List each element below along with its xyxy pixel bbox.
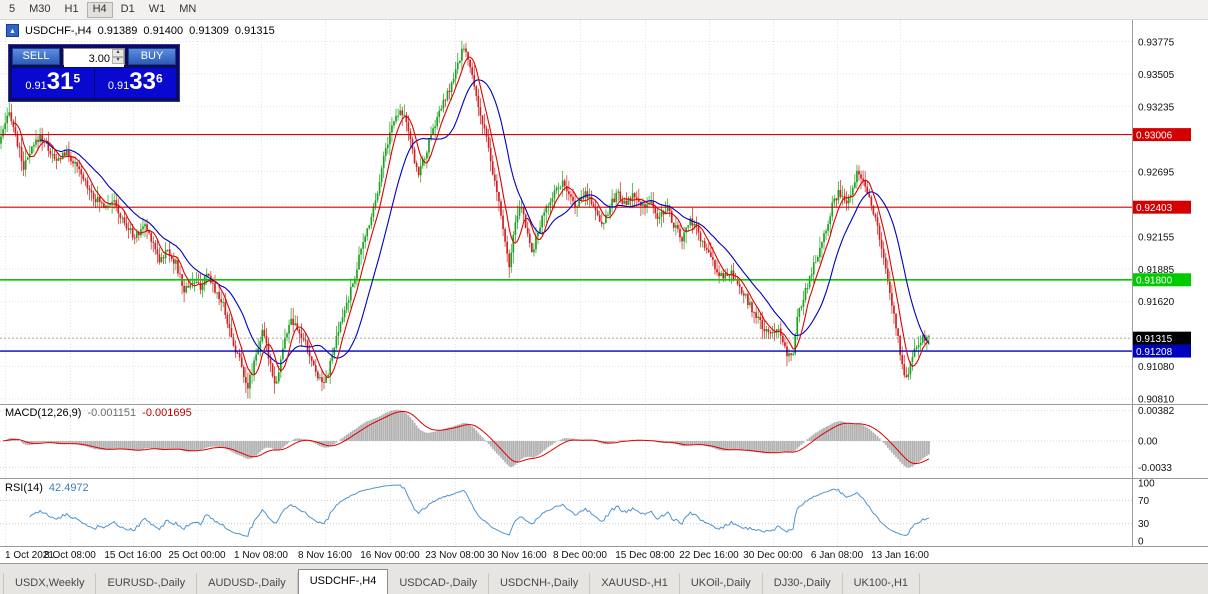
- price-axis-label: 0.93505: [1138, 70, 1175, 81]
- buy-button[interactable]: BUY: [128, 48, 176, 65]
- macd-axis-label: 0.00382: [1138, 406, 1175, 417]
- chart-tab-xauusd-h1[interactable]: XAUUSD-,H1: [590, 573, 680, 594]
- time-axis-label: 8 Nov 16:00: [298, 550, 352, 561]
- timeframe-button-5[interactable]: 5: [3, 2, 21, 18]
- chart-tab-ukoil-daily[interactable]: UKOil-,Daily: [680, 573, 763, 594]
- chart-high-value: 0.91400: [143, 24, 184, 37]
- macd-axis-label: -0.0033: [1138, 463, 1172, 474]
- chart-tab-dj30-daily[interactable]: DJ30-,Daily: [763, 573, 843, 594]
- volume-stepper: ▴ ▾: [63, 48, 125, 67]
- time-axis-label: 25 Oct 00:00: [168, 550, 226, 561]
- rsi-axis-label: 0: [1138, 537, 1144, 548]
- buy-price-display[interactable]: 0.91336: [107, 68, 163, 95]
- time-axis-label: 1 Oct 2021: [5, 550, 54, 561]
- price-axis-label: 0.93775: [1138, 38, 1175, 49]
- chart-tabbar: USDX,Weekly EURUSD-,Daily AUDUSD-,Daily USD…: [0, 563, 1208, 594]
- macd-axis-label: 0.00: [1138, 437, 1158, 448]
- macd-value-signal: -0.001695: [142, 407, 192, 419]
- chart-symbol-label: USDCHF-,H4: [25, 24, 92, 37]
- timeframe-button-h1[interactable]: H1: [59, 2, 85, 18]
- volume-down-button[interactable]: ▾: [112, 56, 124, 64]
- time-axis-label: 15 Dec 08:00: [615, 550, 675, 561]
- volume-input[interactable]: [64, 51, 124, 67]
- rsi-header: RSI(14) 42.4972: [5, 482, 89, 494]
- time-axis-label: 8 Dec 00:00: [553, 550, 607, 561]
- price-axis-label: 0.91620: [1138, 297, 1175, 308]
- price-axis-label: 0.92155: [1138, 233, 1175, 244]
- macd-signal-line: [3, 411, 930, 464]
- price-level-badge-label: 0.92403: [1136, 203, 1173, 214]
- chart-close-value: 0.91315: [234, 24, 275, 37]
- price-axis-label: 0.92695: [1138, 168, 1175, 179]
- one-click-trading-panel: SELL ▴ ▾ BUY 0.91315 0.91336: [8, 44, 180, 102]
- price-level-badge-label: 0.91800: [1136, 276, 1173, 287]
- fast-moving-average-line: [13, 56, 930, 379]
- price-axis-label: 0.91885: [1138, 265, 1175, 276]
- price-level-badge[interactable]: [1133, 128, 1191, 142]
- time-axis-label: 22 Dec 16:00: [679, 550, 739, 561]
- volume-up-button[interactable]: ▴: [112, 49, 124, 57]
- current-price-badge[interactable]: [1133, 331, 1191, 345]
- time-axis-label: 1 Nov 08:00: [234, 550, 288, 561]
- rsi-title: RSI(14): [5, 482, 43, 494]
- sell-price-display[interactable]: 0.91315: [12, 68, 95, 98]
- time-axis-label: 23 Nov 08:00: [425, 550, 485, 561]
- macd-title: MACD(12,26,9): [5, 407, 82, 419]
- time-axis-label: 15 Oct 16:00: [104, 550, 162, 561]
- chart-tab-uk100-h1[interactable]: UK100-,H1: [843, 573, 921, 594]
- chart-tab-usdchf-h4[interactable]: USDCHF-,H4: [297, 569, 389, 594]
- price-level-badge[interactable]: [1133, 344, 1191, 358]
- time-axis-label: 30 Dec 00:00: [743, 550, 803, 561]
- bearish-candle-bodies: [10, 48, 926, 389]
- time-axis-label: 8 Oct 08:00: [44, 550, 96, 561]
- timeframe-button-mn[interactable]: MN: [173, 2, 202, 18]
- chart-header: ▲ USDCHF-,H4 0.91389 0.91400 0.91309 0.9…: [6, 24, 275, 37]
- timeframe-button-m30[interactable]: M30: [23, 2, 56, 18]
- price-level-badge-label: 0.91208: [1136, 347, 1173, 358]
- chart-region: 0.93775 0.93505 0.93235 0.92695 0.92155 0.918…: [0, 20, 1208, 563]
- rsi-axis-label: 70: [1138, 496, 1150, 507]
- chart-tab-usdx-weekly[interactable]: USDX,Weekly: [3, 573, 97, 594]
- rsi-line: [29, 484, 929, 537]
- timeframe-button-h4[interactable]: H4: [86, 1, 113, 18]
- rsi-value: 42.4972: [48, 482, 89, 494]
- timeframe-toolbar: 5 M30 H1 H4 D1 W1 MN: [0, 0, 1208, 20]
- price-axis-label: 0.91080: [1138, 362, 1175, 373]
- chart-tab-eurusd-daily[interactable]: EURUSD-,Daily: [96, 573, 198, 594]
- price-level-badge[interactable]: [1133, 273, 1191, 287]
- current-price-badge-label: 0.91315: [1136, 334, 1173, 345]
- time-axis-label: 13 Jan 16:00: [871, 550, 929, 561]
- time-axis-label: 30 Nov 16:00: [487, 550, 547, 561]
- macd-header: MACD(12,26,9) -0.001151 -0.001695: [5, 407, 192, 419]
- chart-canvas[interactable]: 0.93775 0.93505 0.93235 0.92695 0.92155 0.918…: [0, 20, 1208, 563]
- chart-low-value: 0.91309: [189, 24, 229, 37]
- one-click-collapse-icon[interactable]: ▲: [6, 24, 19, 37]
- price-axis-label: 0.93235: [1138, 103, 1175, 114]
- sell-button[interactable]: SELL: [12, 48, 60, 65]
- price-level-badge-label: 0.93006: [1136, 130, 1173, 141]
- timeframe-button-w1[interactable]: W1: [143, 2, 172, 18]
- time-axis-label: 16 Nov 00:00: [360, 550, 420, 561]
- rsi-axis-label: 100: [1138, 479, 1155, 490]
- chart-tab-usdcnh-daily[interactable]: USDCNH-,Daily: [489, 573, 591, 594]
- slow-moving-average-line: [40, 79, 930, 365]
- timeframe-button-d1[interactable]: D1: [115, 2, 141, 18]
- chart-tab-audusd-daily[interactable]: AUDUSD-,Daily: [197, 573, 298, 594]
- time-axis-label: 6 Jan 08:00: [811, 550, 864, 561]
- price-level-badge[interactable]: [1133, 200, 1191, 214]
- macd-value-main: -0.001151: [87, 407, 137, 419]
- chart-tab-usdcad-daily[interactable]: USDCAD-,Daily: [388, 573, 489, 594]
- price-axis-label: 0.90810: [1138, 394, 1175, 405]
- rsi-axis-label: 30: [1138, 519, 1150, 530]
- chart-open-value: 0.91389: [97, 24, 138, 37]
